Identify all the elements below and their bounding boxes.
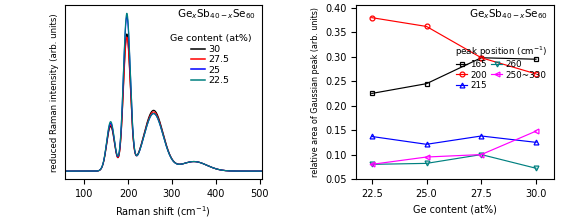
Legend: 30, 27.5, 25, 22.5: 30, 27.5, 25, 22.5 — [170, 35, 251, 85]
Text: Ge$_x$Sb$_{40-x}$Se$_{60}$: Ge$_x$Sb$_{40-x}$Se$_{60}$ — [177, 7, 256, 21]
Y-axis label: relative area of Gaussian peak (arb. units): relative area of Gaussian peak (arb. uni… — [311, 7, 320, 177]
Text: Ge$_x$Sb$_{40-x}$Se$_{60}$: Ge$_x$Sb$_{40-x}$Se$_{60}$ — [469, 7, 547, 21]
Legend: 165, 200, 215, 260, 250~330: 165, 200, 215, 260, 250~330 — [455, 44, 547, 90]
Y-axis label: reduced Raman intensity (arb. units): reduced Raman intensity (arb. units) — [50, 13, 59, 171]
X-axis label: Ge content (at%): Ge content (at%) — [413, 204, 497, 214]
X-axis label: Raman shift (cm$^{-1}$): Raman shift (cm$^{-1}$) — [115, 204, 211, 217]
